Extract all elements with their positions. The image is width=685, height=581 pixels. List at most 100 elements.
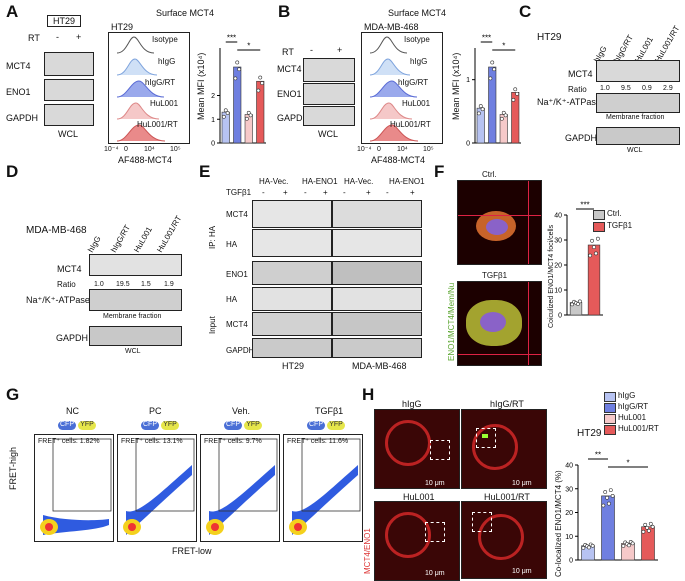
a-track-3: HuL001	[150, 99, 179, 108]
d-lane-3: HuL001/RT	[155, 214, 184, 254]
data-point	[627, 543, 631, 548]
a-flow-cell: HT29	[111, 22, 134, 32]
a-row-gapdh: GAPDH	[6, 113, 39, 123]
h-legend-label: hIgG/RT	[618, 402, 649, 411]
data-point	[594, 251, 598, 256]
e-blot-mct4-ht29	[252, 312, 332, 336]
h-label-3: HuL001/RT	[484, 492, 530, 502]
a-wcl: WCL	[58, 129, 78, 139]
h-label-0: hIgG	[402, 399, 422, 409]
data-point	[511, 98, 516, 102]
bar-HuL001/RT	[256, 80, 265, 144]
c-row-gapdh: GAPDH	[565, 133, 598, 143]
bar-hIgG/RT	[601, 495, 615, 561]
d-cell-line: MDA-MB-468	[26, 225, 87, 236]
bar-hIgG	[476, 107, 485, 144]
y-tick-label: 40	[554, 213, 562, 220]
e-blot-eno1-mda	[332, 261, 422, 285]
d-wcl: WCL	[125, 348, 141, 355]
e-blot-gapdh-ht29	[252, 338, 332, 358]
sig-label: *	[626, 459, 629, 468]
a-row-eno1: ENO1	[6, 87, 31, 97]
panel-g-letter: G	[6, 385, 20, 404]
data-point	[605, 495, 609, 500]
b-flow-cell: MDA-MB-468	[364, 22, 419, 32]
data-point	[588, 253, 593, 258]
sig-label: **	[595, 451, 601, 460]
data-point	[248, 113, 253, 118]
b-track-2: hIgG/RT	[398, 78, 429, 87]
b-tick-3: 10⁵	[423, 146, 434, 153]
data-point	[570, 302, 575, 307]
sig-label: *	[247, 42, 250, 51]
a-histogram-svg	[116, 36, 166, 142]
e-cell-0: HT29	[282, 361, 305, 371]
d-blot-mct4	[89, 254, 182, 276]
b-blot-eno1	[303, 83, 355, 105]
e-blot-ip-mct4-mda	[332, 200, 422, 228]
g-scatter-plot	[117, 434, 197, 542]
data-point	[244, 116, 249, 121]
e-blot-ip-ha-mda	[332, 229, 422, 257]
c-ratio-3: 2.9	[663, 85, 673, 92]
a-row-mct4: MCT4	[6, 61, 31, 71]
h-scale-0: 10 μm	[425, 480, 445, 487]
data-point	[503, 113, 508, 118]
h-legend-swatch	[604, 403, 616, 413]
c-blot-gapdh	[596, 127, 680, 145]
panel-c-letter: C	[519, 2, 532, 21]
g-plot-title: PC	[149, 406, 162, 416]
sig-label: ***	[482, 34, 491, 43]
h-label-2: HuL001	[403, 492, 435, 502]
y-tick-label: 2	[211, 93, 215, 100]
data-point	[610, 493, 615, 498]
e-row-0: MCT4	[226, 210, 248, 219]
c-lane-3: HuL001/RT	[653, 24, 682, 65]
a-tick-2: 10⁴	[144, 146, 155, 153]
bar-hIgG/RT	[233, 66, 242, 144]
c-row-mct4: MCT4	[568, 69, 593, 79]
e-blot-mct4-mda	[332, 312, 422, 336]
data-point	[480, 107, 485, 112]
b-flow-title: Surface MCT4	[388, 8, 447, 18]
data-point	[488, 76, 493, 81]
g-scatter-plot	[34, 434, 114, 542]
b-row-mct4: MCT4	[277, 64, 302, 74]
d-lane-2: HuL001	[132, 225, 155, 254]
d-row-gapdh: GAPDH	[56, 333, 89, 343]
h-label-1: hIgG/RT	[490, 399, 524, 409]
e-row-2: ENO1	[226, 270, 248, 279]
data-point	[601, 503, 606, 508]
d-lane-0: hIgG	[86, 234, 103, 254]
c-blot-mct4	[596, 60, 680, 82]
c-row-atpase: Na⁺/K⁺-ATPase	[537, 97, 601, 107]
y-tick-label: 20	[565, 510, 573, 517]
e-cell-1: MDA-MB-468	[352, 361, 407, 371]
h-scale-2: 10 μm	[425, 570, 445, 577]
g-fret-chips: CFP YFP	[307, 420, 357, 432]
a-flow-histogram	[108, 32, 190, 144]
data-point	[608, 488, 613, 493]
e-blot-eno1-ht29	[252, 261, 332, 285]
b-histogram-svg	[369, 36, 419, 142]
data-point	[592, 245, 596, 250]
y-tick-label: 20	[554, 263, 562, 270]
f-legend-swatch-1	[593, 222, 605, 232]
a-flow-xlabel: AF488-MCT4	[118, 155, 173, 165]
panel-d-letter: D	[6, 162, 19, 181]
h-image-0: 10 μm	[374, 409, 460, 489]
e-group-2: HA-Vec.	[344, 177, 374, 186]
y-tick-label: 0	[558, 313, 562, 320]
a-blot-eno1	[44, 79, 94, 101]
data-point	[641, 529, 646, 534]
y-tick-label: 40	[565, 463, 573, 470]
b-tick-2: 10⁴	[397, 146, 408, 153]
d-ratio-1: 19.5	[116, 281, 130, 288]
e-blot-ha-mda	[332, 287, 422, 311]
g-scatter-plot	[283, 434, 363, 542]
e-tgf-label: TGFβ1	[226, 188, 252, 197]
e-group-1: HA-ENO1	[302, 177, 338, 186]
h-legend-label: HuL001/RT	[618, 424, 659, 433]
h-scale-1: 10 μm	[512, 480, 532, 487]
